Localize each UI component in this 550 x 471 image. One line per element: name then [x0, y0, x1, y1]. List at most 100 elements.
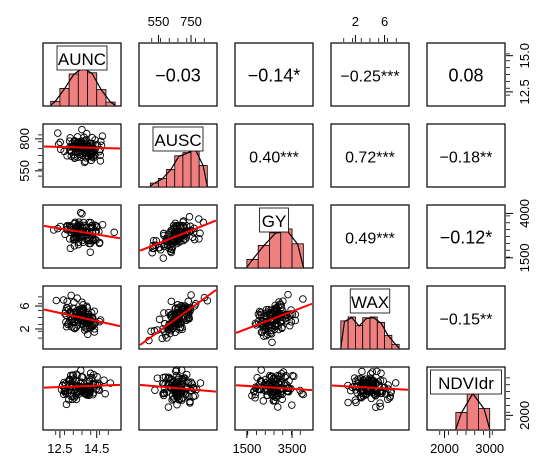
scatter-point: [164, 241, 172, 250]
scatter-point: [379, 377, 387, 385]
scatter-point: [172, 367, 180, 376]
panel-ndvidr-ausc: [138, 366, 218, 431]
x-tick-label: 750: [180, 14, 202, 29]
scatter-point: [82, 319, 90, 328]
scatter-point: [173, 308, 182, 317]
scatter-point: [159, 254, 168, 262]
scatter-point: [182, 222, 191, 230]
scatter-point: [195, 215, 203, 223]
y-tick-label: 2: [17, 325, 32, 332]
y-tick: 2: [17, 325, 42, 333]
scatter-point: [261, 325, 270, 334]
scatter-point: [72, 391, 80, 400]
scatter-point: [279, 368, 288, 376]
panel-frame: [42, 204, 122, 269]
panel-ausc-ndvidr: −0.18**: [426, 123, 506, 188]
scatter-point: [68, 377, 77, 386]
scatter-point: [159, 389, 167, 398]
scatter-point: [286, 321, 294, 330]
scatter-point: [67, 392, 75, 400]
scatter-point: [290, 372, 298, 381]
scatter-point: [358, 367, 366, 376]
scatter-point: [69, 304, 77, 313]
histogram-bar: [478, 408, 491, 431]
panel-aunc-wax: −0.25***: [330, 42, 410, 107]
scatter-point: [78, 304, 86, 312]
scatter-point: [376, 399, 384, 407]
correlation-label: −0.12*: [440, 228, 493, 248]
x-tick-label: 1500: [232, 441, 261, 456]
scatter-point: [356, 374, 365, 383]
panel-gy-ndvidr: −0.12*: [426, 204, 506, 269]
scatter-point: [265, 374, 274, 382]
variable-label-box: [430, 369, 502, 395]
panel-aunc-ndvidr: 0.08: [426, 42, 506, 107]
panel-frame: [330, 123, 410, 188]
histogram-bar: [369, 316, 378, 350]
scatter-point: [257, 366, 265, 374]
scatter-point: [185, 213, 194, 221]
histogram-bar: [96, 89, 107, 107]
scatter-point: [178, 396, 186, 404]
panel-frame: [42, 123, 122, 188]
correlation-label: 0.08: [448, 66, 483, 86]
scatter-point: [190, 384, 198, 392]
scatter-point: [266, 309, 275, 318]
scatter-point: [101, 389, 109, 398]
scatter-point: [173, 400, 181, 409]
scatter-point: [79, 238, 87, 247]
scatter-point: [168, 396, 176, 404]
panel-frame: [330, 42, 410, 107]
x-tick-label: 6: [381, 14, 388, 29]
scatter-point: [366, 370, 375, 378]
scatter-point: [168, 240, 176, 248]
variable-label: AUSC: [154, 131, 201, 150]
scatter-point: [78, 210, 86, 218]
panel-aunc-gy: −0.14*: [234, 42, 314, 107]
regression-line: [139, 289, 217, 346]
regression-line: [235, 384, 313, 392]
histogram-bar: [77, 66, 88, 107]
scatter-point: [281, 379, 289, 387]
y-tick: 12.5: [506, 79, 532, 105]
correlation-label: −0.14*: [248, 66, 301, 86]
x-tick-label: 3000: [475, 441, 504, 456]
scatter-point: [88, 148, 97, 157]
scatter-point: [284, 290, 292, 299]
panel-ndvidr-gy: [234, 366, 314, 431]
scatter-point: [96, 316, 105, 324]
scatter-point: [362, 382, 370, 390]
y-tick-label: 550: [17, 160, 32, 182]
histogram-bar: [182, 152, 192, 188]
scatter-point: [190, 235, 199, 244]
scatter-point: [371, 392, 380, 400]
scatter-point: [72, 377, 81, 386]
scatter-point: [87, 309, 96, 317]
scatter-point: [66, 134, 74, 142]
panel-frame: [138, 204, 218, 269]
scatter-point: [352, 398, 360, 407]
panel-frame: [426, 204, 506, 269]
scatter-point: [183, 315, 192, 323]
x-tick-label: 14.5: [84, 441, 109, 456]
scatter-point: [106, 379, 115, 387]
scatter-point: [82, 129, 91, 138]
scatter-point: [274, 403, 282, 411]
correlation-label: 0.40***: [249, 150, 299, 167]
scatter-point: [377, 369, 385, 378]
scatter-point: [84, 383, 93, 392]
scatter-point: [179, 315, 188, 323]
scatter-point: [263, 391, 272, 400]
scatter-point: [163, 334, 171, 342]
scatter-point: [73, 233, 81, 242]
y-tick-label: 15.0: [517, 43, 532, 68]
scatter-point: [83, 324, 91, 333]
scatter-point: [52, 296, 61, 305]
panel-wax-ndvidr: −0.15**: [426, 285, 506, 350]
scatter-point: [180, 222, 188, 231]
scatter-point: [89, 153, 98, 162]
scatter-point: [151, 386, 159, 394]
histogram-bar: [455, 412, 468, 431]
scatter-point: [95, 238, 104, 247]
histogram-bar: [347, 316, 356, 350]
